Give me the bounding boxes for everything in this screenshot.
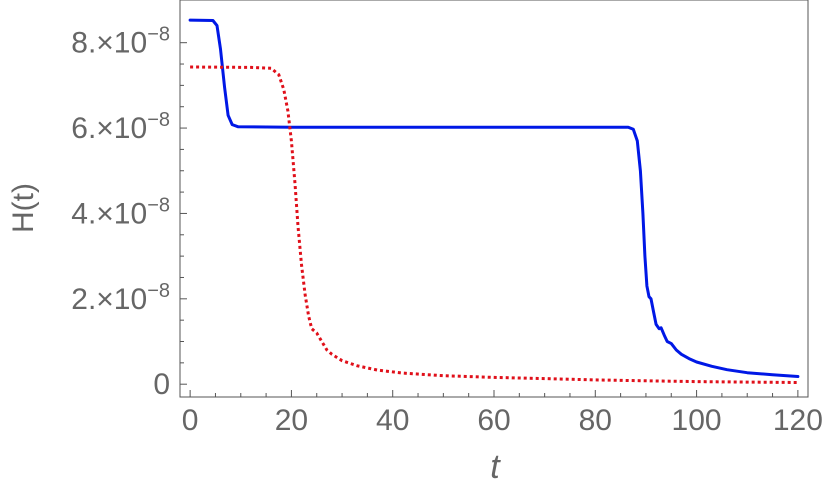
x-tick-label: 60 (477, 404, 510, 437)
y-tick-label: 2.×10−8 (71, 280, 170, 316)
y-tick-label: 4.×10−8 (71, 194, 170, 230)
series-line-1 (188, 18, 800, 378)
x-axis-title: t (490, 448, 501, 486)
x-tick-label: 100 (672, 404, 722, 437)
x-axis-ticks: 0 20 40 60 80 100 120 (182, 390, 823, 437)
series-layer (188, 18, 800, 384)
x-tick-label: 80 (579, 404, 612, 437)
y-axis-title: H(t) (7, 183, 40, 233)
x-tick-label: 20 (275, 404, 308, 437)
y-tick-label: 0 (153, 368, 170, 401)
y-axis-ticks: 0 2.×10−8 4.×10−8 6.×10−8 8.×10−8 (71, 24, 187, 401)
x-tick-label: 120 (773, 404, 823, 437)
x-tick-label: 0 (182, 404, 199, 437)
plot-frame (179, 0, 809, 398)
y-tick-label: 6.×10−8 (71, 109, 170, 145)
series-line-2 (190, 65, 798, 384)
y-tick-label: 8.×10−8 (71, 24, 170, 60)
x-tick-label: 40 (376, 404, 409, 437)
